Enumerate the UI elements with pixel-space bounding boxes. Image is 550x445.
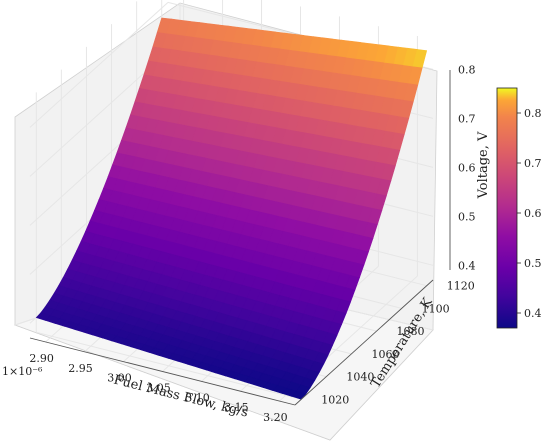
colorbar: 0.4 0.5 0.6 0.7 0.8 — [496, 87, 542, 329]
tick-labels: 2.90 2.95 3.00 3.05 3.10 3.15 3.20 1020 1040 1060… — [29, 63, 475, 424]
y-tick-label: 1080 — [397, 325, 425, 338]
y-axis-line — [294, 279, 434, 406]
x-tick-label: 3.20 — [263, 411, 288, 424]
y-tick-label: 1020 — [321, 393, 349, 406]
x-tick-label: 3.05 — [146, 382, 171, 395]
z-tick-label: 0.8 — [458, 63, 476, 76]
colorbar-ticks: 0.4 0.5 0.6 0.7 0.8 — [517, 107, 542, 320]
y-tick-label: 1060 — [371, 348, 399, 361]
z-tick-label: 0.7 — [458, 112, 476, 125]
surface-patch — [291, 390, 307, 400]
colorbar-frame — [496, 87, 518, 329]
voltage-surface — [35, 17, 428, 400]
colorbar-tick-label: 0.6 — [524, 207, 542, 220]
z-tick-label: 0.4 — [458, 259, 476, 272]
y-tick-label: 1100 — [422, 302, 450, 315]
colorbar-tick-label: 0.4 — [524, 307, 542, 320]
z-tick-label: 0.6 — [458, 161, 476, 174]
grid-line — [29, 2, 169, 128]
x-tick-label: 3.00 — [107, 372, 132, 385]
y-tick-label: 1120 — [447, 280, 475, 293]
axes — [29, 70, 451, 406]
z-tick-label: 0.5 — [458, 210, 476, 223]
colorbar-gradient — [497, 88, 517, 328]
x-tick-label: 2.90 — [29, 352, 54, 365]
x-tick-label: 3.10 — [185, 391, 210, 404]
colorbar-tick-label: 0.7 — [524, 157, 542, 170]
x-offset-label: 1×10⁻⁶ — [2, 365, 43, 378]
grid-line — [36, 331, 302, 400]
colorbar-tick-label: 0.5 — [524, 257, 542, 270]
x-axis-line — [29, 337, 296, 406]
x-tick-label: 3.15 — [224, 401, 249, 414]
x-tick-label: 2.95 — [68, 362, 93, 375]
colorbar-tick-label: 0.8 — [524, 107, 542, 120]
y-tick-label: 1040 — [346, 371, 374, 384]
z-axis-label: Voltage, V — [476, 131, 491, 199]
